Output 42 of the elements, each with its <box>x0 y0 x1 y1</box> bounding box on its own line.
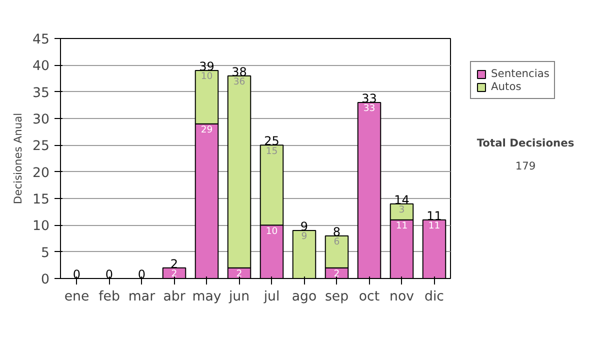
y-tick-label: 35 <box>32 86 50 101</box>
total-label: 25 <box>264 134 280 148</box>
data-label: 11 <box>396 220 408 232</box>
data-label: 10 <box>266 226 278 237</box>
x-tick-label: sep <box>324 290 349 304</box>
text: Total Decisiones <box>476 136 574 150</box>
y-tick-label: 30 <box>32 112 50 128</box>
data-label: 10 <box>200 71 213 82</box>
y-tick-label: 15 <box>32 192 50 208</box>
data-label: 36 <box>233 76 246 88</box>
y-axis-title: Decisiones Anual <box>12 112 25 204</box>
y-tick-label: 25 <box>32 139 50 154</box>
data-label: 6 <box>334 236 340 248</box>
x-tick-label: jun <box>228 290 250 304</box>
y-tick-label: 40 <box>32 59 50 74</box>
x-tick-label: abr <box>163 290 186 304</box>
y-tick-label: 5 <box>41 246 50 261</box>
x-tick-label: may <box>192 290 222 304</box>
legend-label: Autos <box>491 80 522 93</box>
y-tick-label: 45 <box>32 32 50 48</box>
text: 179 <box>515 160 536 172</box>
x-tick-label: ago <box>292 290 317 304</box>
data-label: 33 <box>363 103 376 114</box>
y-tick-label: 0 <box>41 272 50 288</box>
data-label: 11 <box>428 220 440 232</box>
x-tick-label: nov <box>390 290 414 304</box>
y-tick-label: 10 <box>32 219 50 234</box>
data-label: 29 <box>200 124 213 136</box>
x-tick-label: dic <box>424 290 444 304</box>
legend-label: Sentencias <box>491 67 550 80</box>
x-tick-label: ene <box>64 290 90 304</box>
data-label: 9 <box>301 231 308 242</box>
x-tick-label: mar <box>128 290 156 304</box>
data-label: 15 <box>266 146 278 157</box>
data-label: 2 <box>171 268 178 280</box>
data-label: 2 <box>334 268 340 280</box>
x-tick-label: feb <box>98 290 120 304</box>
data-label: 3 <box>398 204 405 216</box>
y-tick-label: 20 <box>32 166 50 181</box>
data-label: 2 <box>236 268 242 280</box>
x-tick-label: jul <box>262 290 280 304</box>
x-tick-label: oct <box>358 290 380 304</box>
